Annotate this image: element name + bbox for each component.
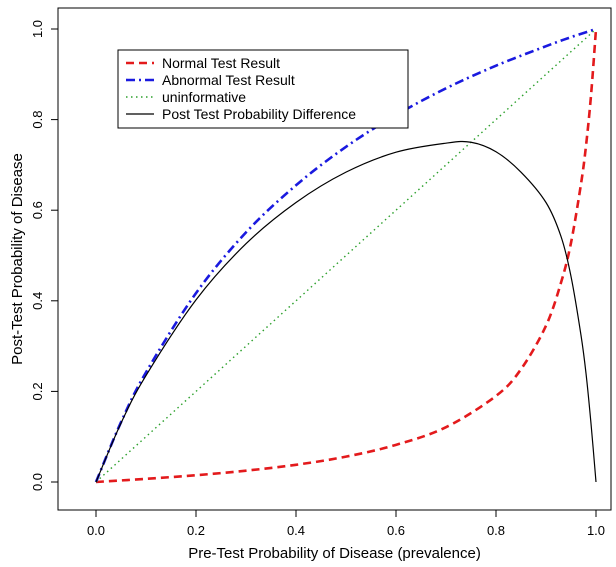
x-tick-label: 0.4 bbox=[287, 523, 305, 538]
legend-label-normal-test-result: Normal Test Result bbox=[162, 55, 280, 71]
x-axis: 0.0 0.2 0.4 0.6 0.8 1.0 bbox=[87, 510, 605, 538]
y-tick-label: 1.0 bbox=[30, 20, 45, 38]
legend-box bbox=[117, 49, 409, 129]
legend-label-post-test-probability-difference: Post Test Probability Difference bbox=[162, 106, 356, 122]
x-tick-label: 0.2 bbox=[187, 523, 205, 538]
y-tick-label: 0.4 bbox=[30, 292, 45, 310]
y-axis: 0.0 0.2 0.4 0.6 0.8 1.0 bbox=[30, 20, 58, 491]
series-line-abnormal-test-result bbox=[94, 27, 597, 483]
y-tick-label: 0.6 bbox=[30, 201, 45, 219]
y-tick-label: 0.0 bbox=[30, 473, 45, 491]
plot-area bbox=[57, 7, 612, 511]
plot-frame bbox=[57, 7, 612, 511]
x-tick-label: 0.8 bbox=[487, 523, 505, 538]
y-axis-title: Post-Test Probability of Disease bbox=[9, 153, 26, 365]
y-tick-label: 0.8 bbox=[30, 111, 45, 129]
series-line-normal-test-result bbox=[95, 28, 598, 484]
legend-label-abnormal-test-result: Abnormal Test Result bbox=[162, 72, 295, 88]
series-layer bbox=[94, 27, 598, 484]
x-tick-label: 1.0 bbox=[587, 523, 605, 538]
legend-label-uninformative: uninformative bbox=[162, 89, 246, 105]
x-tick-label: 0.0 bbox=[87, 523, 105, 538]
y-tick-label: 0.2 bbox=[30, 382, 45, 400]
x-tick-label: 0.6 bbox=[387, 523, 405, 538]
x-axis-title: Pre-Test Probability of Disease (prevale… bbox=[188, 545, 481, 562]
series-line-post-test-probability-difference bbox=[95, 140, 597, 483]
